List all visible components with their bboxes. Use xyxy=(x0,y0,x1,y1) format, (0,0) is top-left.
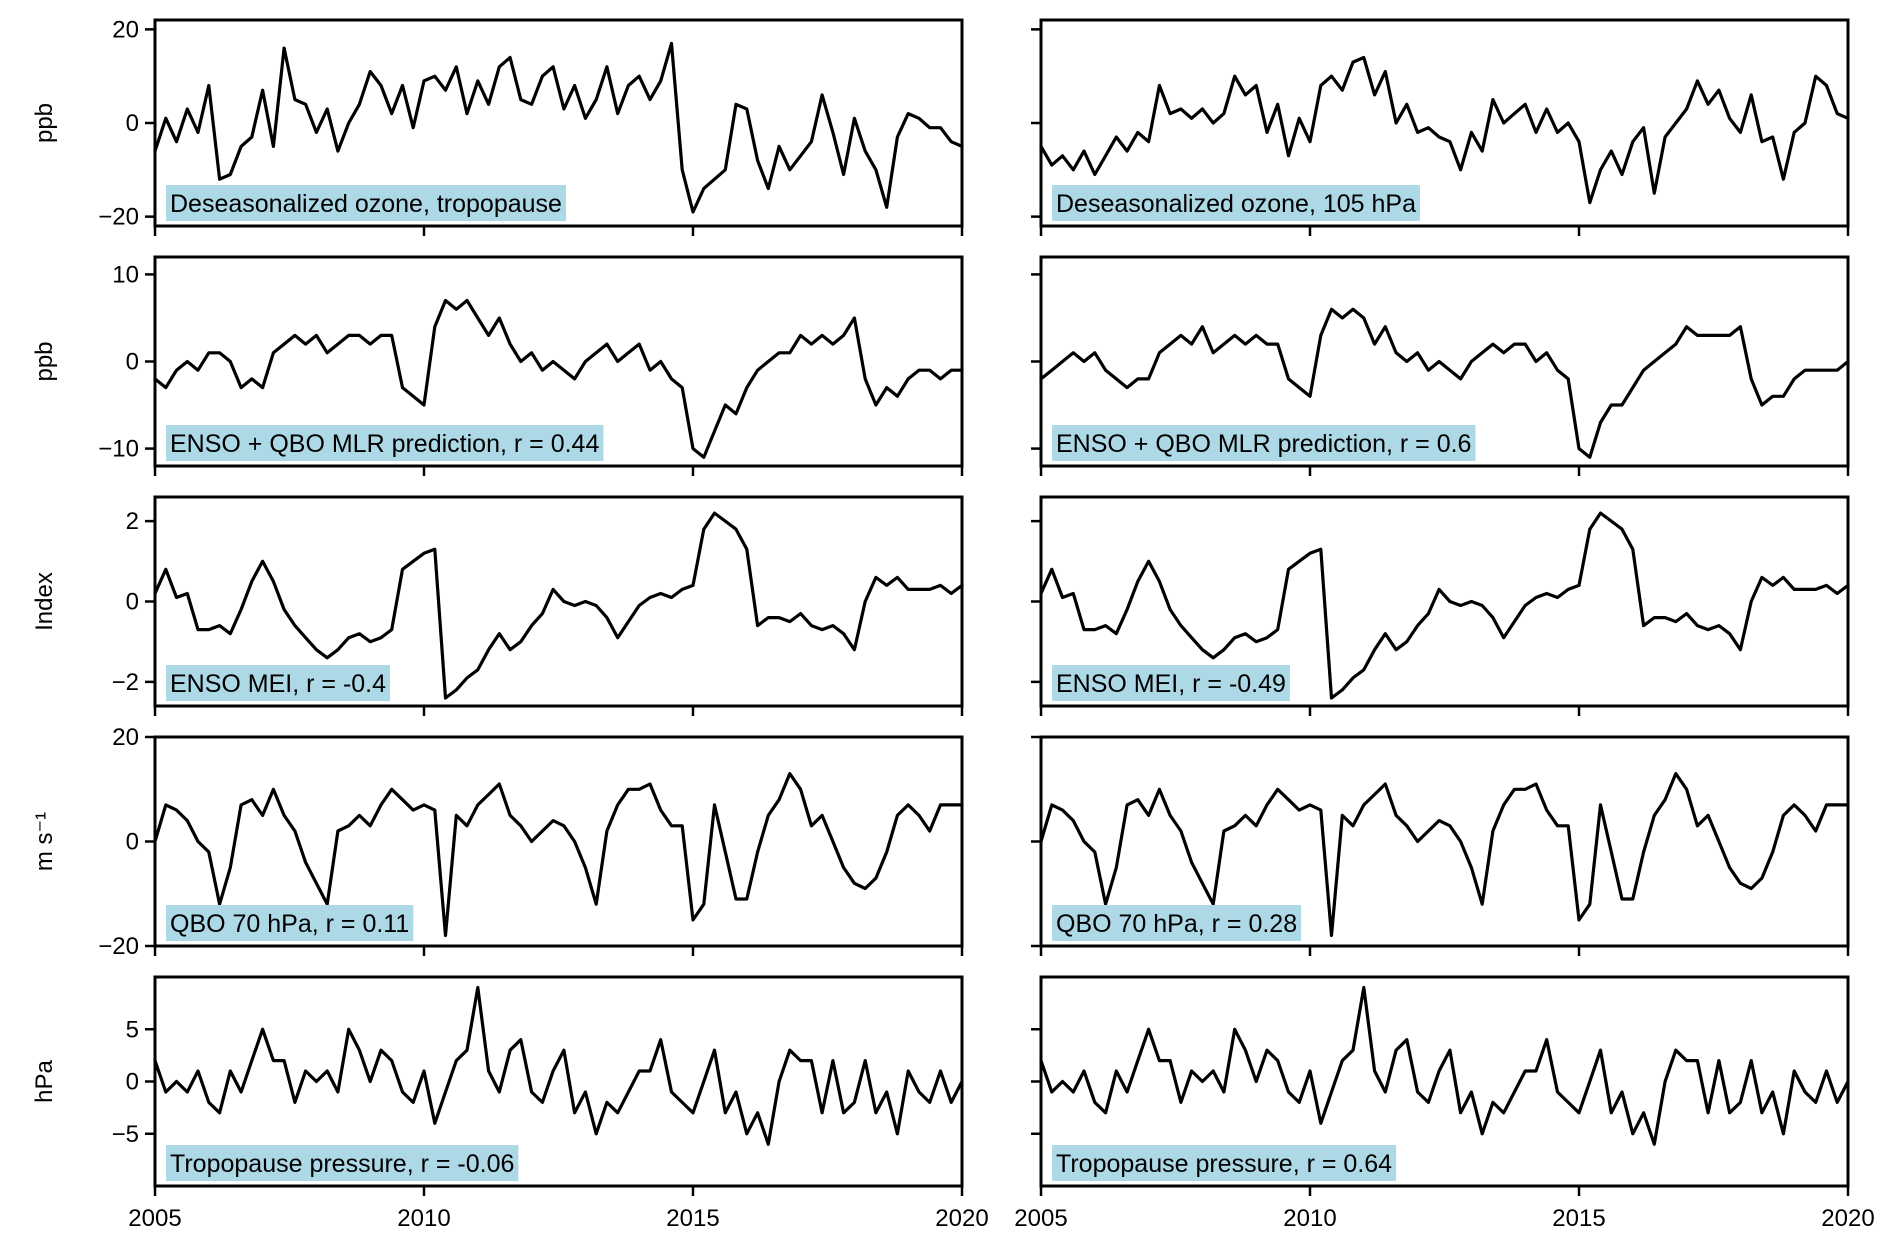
panel-r5-right-series-line xyxy=(1039,985,1850,1146)
panel-r5-left-series-line xyxy=(153,985,964,1146)
panel-r4-right-series-line xyxy=(1039,771,1850,938)
panel-r1-left-annotation: Deseasonalized ozone, tropopause xyxy=(170,190,562,218)
panel-r4-left-ytick-label: 20 xyxy=(112,724,139,751)
panel-r5-right-xtick-label: 2010 xyxy=(1283,1205,1336,1232)
ylabel-r1: ppb xyxy=(31,103,58,143)
panel-r3-right-annotation: ENSO MEI, r = -0.49 xyxy=(1056,670,1286,698)
panel-r5-right-annotation-box xyxy=(1052,1145,1397,1181)
panel-r3-left-frame xyxy=(153,495,964,708)
ylabel-r3: Index xyxy=(31,572,58,631)
panel-r2-right-annotation-box xyxy=(1052,425,1476,461)
panel-r4-left-ytick-label: 0 xyxy=(126,829,139,856)
panel-r3-left-ytick-label: 2 xyxy=(126,508,139,535)
panel-r3-right-annotation-box xyxy=(1052,665,1290,701)
panel-r1-left-ytick-label: 20 xyxy=(112,16,139,43)
panel-r1-left-ytick-label: 0 xyxy=(126,110,139,137)
panel-r5-right-xtick-label: 2015 xyxy=(1552,1205,1605,1232)
panel-r1-left-series-line xyxy=(153,41,964,214)
panel-r5-right-xtick-label: 2020 xyxy=(1821,1205,1874,1232)
panel-r3-right-frame xyxy=(1039,495,1850,708)
panel-r4-left-frame xyxy=(153,735,964,948)
panel-r2-left-frame xyxy=(153,255,964,468)
panel-r4-right-annotation: QBO 70 hPa, r = 0.28 xyxy=(1056,910,1297,938)
panel-r5-left-ytick-label: 5 xyxy=(126,1016,139,1043)
panel-r4-left-annotation-box xyxy=(166,905,414,941)
panel-r5-left-xtick-label: 2010 xyxy=(397,1205,450,1232)
panel-r5-left-annotation: Tropopause pressure, r = -0.06 xyxy=(170,1150,514,1178)
panel-r2-left-ytick-label: 0 xyxy=(126,349,139,376)
ylabel-r2: ppb xyxy=(31,341,58,381)
panel-r4-left-series-line xyxy=(153,771,964,938)
panel-r5-left-ytick-label: 0 xyxy=(126,1069,139,1096)
panel-r1-left-ytick-label: −20 xyxy=(98,204,139,231)
panel-r2-left-ytick-label: −10 xyxy=(98,436,139,463)
panel-r1-left-frame xyxy=(153,18,964,228)
panel-r5-left-xtick-label: 2005 xyxy=(128,1205,181,1232)
panel-r2-right-frame xyxy=(1039,255,1850,468)
panel-r5-left-xtick-label: 2015 xyxy=(666,1205,719,1232)
panel-r3-left-annotation: ENSO MEI, r = -0.4 xyxy=(170,670,386,698)
panel-r5-left-annotation-box xyxy=(166,1145,519,1181)
panel-r3-left-series-line xyxy=(153,511,964,700)
panel-r5-right-frame xyxy=(1039,975,1850,1188)
panel-r5-left-ytick-label: −5 xyxy=(112,1121,139,1148)
panel-r3-left-annotation-box xyxy=(166,665,390,701)
panel-r3-right-series-line xyxy=(1039,511,1850,700)
panel-r3-left-ytick-label: 0 xyxy=(126,589,139,616)
panel-r3-left-ytick-label: −2 xyxy=(112,669,139,696)
panel-r2-right-series-line xyxy=(1039,307,1850,459)
panel-r5-left-frame xyxy=(153,975,964,1188)
panel-r1-right-frame xyxy=(1039,18,1850,228)
panel-r1-right-annotation: Deseasonalized ozone, 105 hPa xyxy=(1056,190,1416,218)
panel-r5-left-xtick-label: 2020 xyxy=(935,1205,988,1232)
panel-r2-left-annotation-box xyxy=(166,425,604,461)
panel-r2-right-annotation: ENSO + QBO MLR prediction, r = 0.6 xyxy=(1056,430,1471,458)
panel-r2-left-series-line xyxy=(153,298,964,459)
ylabel-r5: hPa xyxy=(31,1059,58,1102)
panel-r4-right-annotation-box xyxy=(1052,905,1302,941)
panel-r1-right-series-line xyxy=(1039,55,1850,205)
panel-r4-left-annotation: QBO 70 hPa, r = 0.11 xyxy=(170,910,409,938)
panel-r1-left-annotation-box xyxy=(166,185,566,221)
panel-r4-right-frame xyxy=(1039,735,1850,948)
panel-r5-right-xtick-label: 2005 xyxy=(1014,1205,1067,1232)
panel-r2-left-ytick-label: 10 xyxy=(112,261,139,288)
panel-r4-left-ytick-label: −20 xyxy=(98,933,139,960)
panel-r1-right-annotation-box xyxy=(1052,185,1420,221)
panel-r5-right-annotation: Tropopause pressure, r = 0.64 xyxy=(1056,1150,1392,1178)
ylabel-r4: m s⁻¹ xyxy=(31,812,58,871)
panel-r2-left-annotation: ENSO + QBO MLR prediction, r = 0.44 xyxy=(170,430,599,458)
